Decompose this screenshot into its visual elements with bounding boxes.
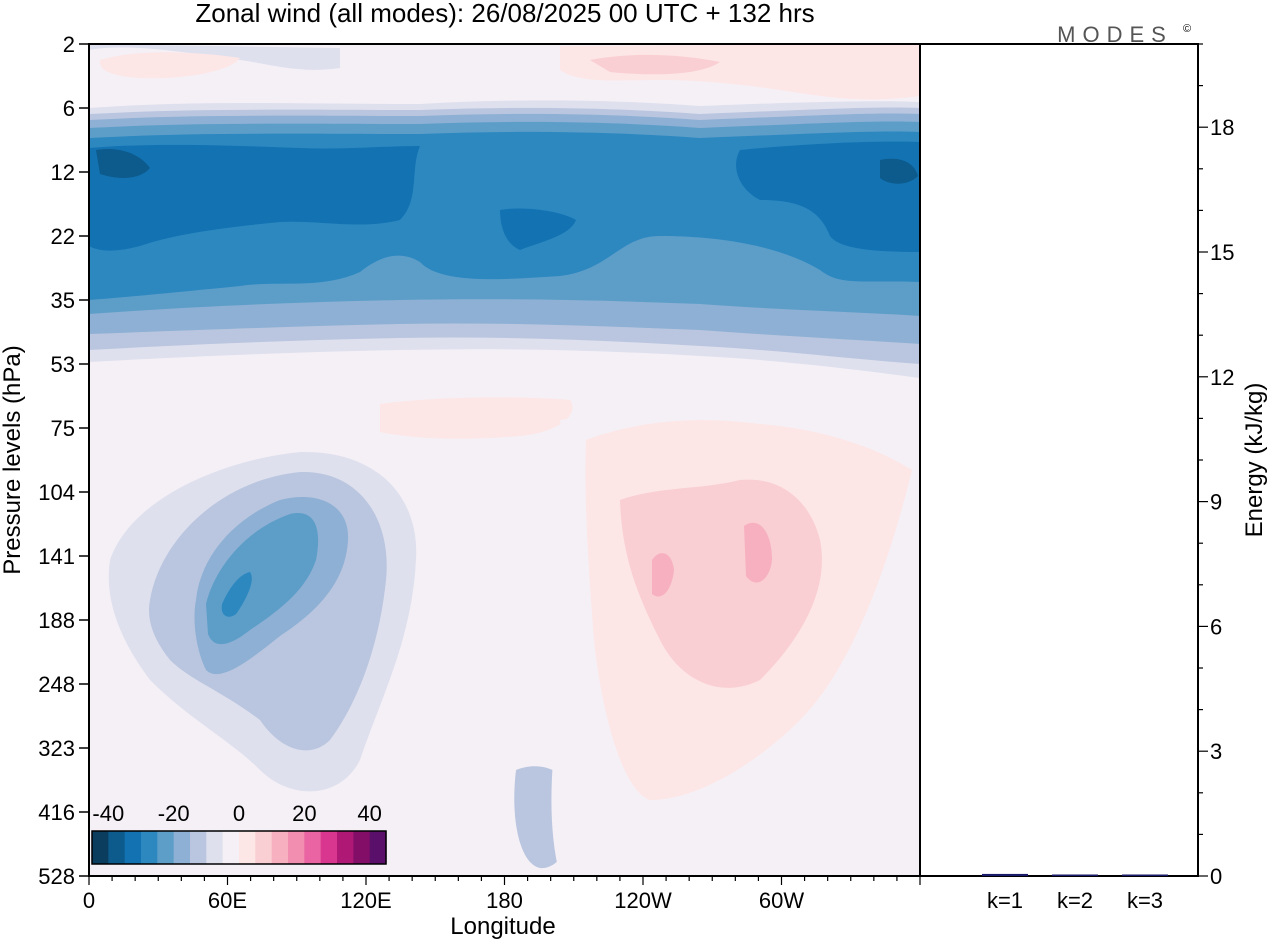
copyright-mark: ©: [1183, 23, 1191, 35]
colorbar-swatch: [369, 831, 387, 864]
energy-tick-label: 18: [1210, 115, 1234, 140]
weak-westerly-100hPa: [380, 397, 573, 439]
colorbar-swatch: [141, 831, 158, 864]
energy-tick-label: 0: [1210, 864, 1222, 889]
troposphere-easterly-core: [221, 572, 252, 617]
colorbar-labels: -40 -20 0 20 40: [92, 801, 381, 826]
y-tick-label: 2: [63, 32, 75, 57]
y-tick-label: 528: [38, 864, 75, 889]
colorbar-swatch: [320, 831, 338, 864]
energy-tick-label: 3: [1210, 739, 1222, 764]
x-tick-label: 180: [486, 888, 523, 913]
colorbar-swatch: [206, 831, 224, 864]
energy-frame: [919, 43, 1199, 877]
colorbar-swatch: [124, 831, 142, 864]
energy-tick-label: 6: [1210, 614, 1222, 639]
y-tick-label: 6: [63, 96, 75, 121]
energy-tick-label: 9: [1210, 490, 1222, 515]
colorbar-swatch: [288, 831, 305, 864]
y-tick-label: 323: [38, 736, 75, 761]
y-tick-label: 75: [51, 416, 75, 441]
chart-title: Zonal wind (all modes): 26/08/2025 00 UT…: [195, 0, 814, 28]
colorbar-swatches: [92, 831, 387, 864]
x-tick-label: 120E: [340, 888, 391, 913]
x-tick-label: 0: [83, 888, 95, 913]
colorbar-tick-label: -20: [158, 801, 190, 826]
colorbar-tick-label: 0: [233, 801, 245, 826]
x-tick-label: 120W: [614, 888, 672, 913]
troposphere-westerly-core-east: [744, 522, 772, 583]
energy-bar-label: k=1: [987, 888, 1023, 913]
zonal-wind-heatmap: [89, 44, 920, 876]
energy-bar: [982, 873, 1028, 876]
colorbar-swatch: [157, 831, 175, 864]
colorbar-tick-label: -40: [92, 801, 124, 826]
energy-bar-label: k=2: [1057, 888, 1093, 913]
troposphere-westerly-10: [620, 479, 822, 688]
energy-bars: k=1 k=2 k=3: [982, 873, 1168, 913]
y-tick-label: 35: [51, 288, 75, 313]
colorbar-tick-label: 40: [357, 801, 381, 826]
stratopause-westerly-patch-west: [99, 52, 240, 79]
y-tick-label: 188: [38, 608, 75, 633]
easterly-max-west: [96, 148, 150, 178]
y-tick-label: 248: [38, 672, 75, 697]
colorbar-swatch: [222, 831, 240, 864]
colorbar-swatch: [108, 831, 126, 864]
colorbar-swatch: [190, 831, 207, 864]
pressure-axis: 2 6 12 22 35 53 75 104 141 188 248 323 416 528: [38, 32, 89, 889]
energy-tick-label: 12: [1210, 365, 1234, 390]
y-tick-label: 53: [51, 352, 75, 377]
modes-logo: MODES: [1057, 22, 1173, 47]
colorbar-swatch: [255, 831, 273, 864]
y-axis-label: Pressure levels (hPa): [0, 345, 26, 574]
x-tick-label: 60W: [759, 888, 804, 913]
colorbar-swatch: [239, 831, 256, 864]
colorbar-swatch: [271, 831, 289, 864]
easterly-core-center: [500, 208, 576, 250]
y-tick-label: 141: [38, 544, 75, 569]
troposphere-westerly-core-west: [652, 553, 674, 597]
energy-axis: 0 3 6 9 12 15 18: [1198, 43, 1234, 889]
stratopause-westerly-core: [590, 54, 720, 75]
x-tick-label: 60E: [208, 888, 247, 913]
y-tick-label: 12: [51, 160, 75, 185]
energy-bar: [1122, 874, 1168, 876]
easterly-max-east: [880, 158, 918, 184]
stratopause-easterly-patch: [89, 44, 340, 70]
energy-tick-label: 15: [1210, 240, 1234, 265]
y-tick-label: 104: [38, 480, 75, 505]
energy-bar-label: k=3: [1127, 888, 1163, 913]
energy-axis-label: Energy (kJ/kg): [1241, 383, 1268, 538]
colorbar: -40 -20 0 20 40: [91, 801, 387, 865]
colorbar-swatch: [173, 831, 191, 864]
colorbar-swatch: [304, 831, 322, 864]
colorbar-swatch: [337, 831, 354, 864]
energy-bar: [1052, 874, 1098, 876]
easterly-core-west: [89, 144, 420, 251]
y-tick-label: 22: [51, 224, 75, 249]
y-tick-label: 416: [38, 800, 75, 825]
x-axis-label: Longitude: [450, 913, 555, 940]
colorbar-swatch: [92, 831, 109, 864]
colorbar-swatch: [353, 831, 371, 864]
colorbar-tick-label: 20: [292, 801, 316, 826]
longitude-axis: 0 60E 120E 180 120W 60W: [83, 876, 921, 913]
easterly-core-east: [736, 141, 920, 252]
colorbar-frame: [91, 830, 387, 865]
